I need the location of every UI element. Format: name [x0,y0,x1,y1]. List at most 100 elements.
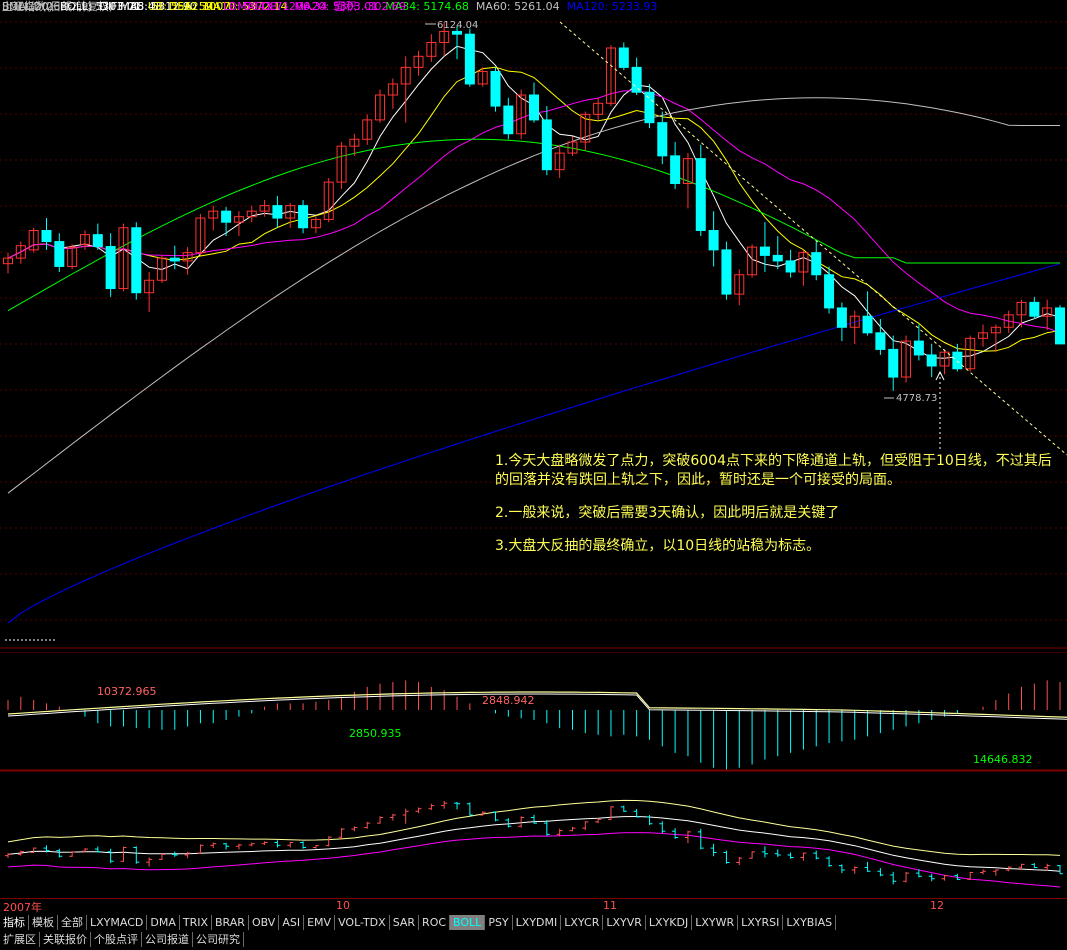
candle-up [285,205,296,219]
candle-up [413,55,424,68]
boll-header-item-3: LB: 5043.71 [223,0,290,13]
tab-lxycr[interactable]: LXYCR [561,915,604,930]
macd-chart[interactable] [0,652,1067,772]
candle-up [1042,307,1053,317]
tab-sar[interactable]: SAR [389,915,420,930]
analysis-annotation: 1.今天大盘略微发了点力，突破6004点下来的下降通道上轨，但受阻于10日线，不… [495,452,1055,570]
time-label-oct: 10 [336,899,350,912]
candle-up [362,119,373,140]
tab-psy[interactable]: PSY [485,915,513,930]
candle-up [734,274,745,295]
macd-dea-line [7,693,1067,720]
candle-down [92,234,103,248]
tab-asi[interactable]: ASI [279,915,305,930]
tab-lxybias[interactable]: LXYBIAS [783,915,837,930]
candle-down [221,210,232,223]
tab-lxymacd[interactable]: LXYMACD [87,915,148,930]
candlestick-chart[interactable] [0,0,1067,650]
ma60-line [7,97,1060,494]
candle-up [554,152,565,171]
candle-up [182,252,193,262]
ma34-line [7,138,1060,312]
candle-down [1055,307,1065,345]
candle-up [990,326,1001,334]
candle-up [246,210,257,218]
high-price-label: 6124.04 [437,20,479,31]
extension-tabs: 扩展区 关联报价 个股点评 公司报道 公司研究 [0,932,244,948]
candle-up [310,218,321,229]
tab-boll[interactable]: BOLL [450,915,486,930]
candle-down [875,332,886,350]
tab2-公司报道[interactable]: 公司报道 [142,932,193,947]
tab-dma[interactable]: DMA [147,915,180,930]
tab2-扩展区[interactable]: 扩展区 [0,932,40,947]
macd-label-b: 2848.942 [482,694,535,707]
boll-chart[interactable] [0,770,1067,898]
boll-header-item-2: UB: 5562.30 [147,0,217,13]
macd-header-item-1: DIFF: 38.43 [99,0,162,13]
ma20-line [7,90,1061,334]
candle-up [375,94,386,121]
candle-down [670,155,681,184]
tab-brar[interactable]: BRAR [212,915,249,930]
candle-up [580,113,591,143]
macd-diff-line [7,691,1067,718]
tab-vol-tdx[interactable]: VOL-TDX [335,915,390,930]
tab-全部[interactable]: 全部 [58,915,87,930]
candle-down [785,260,796,273]
candle-up [426,41,437,57]
candle-up [79,234,90,245]
candle-up [516,94,527,135]
tab-obv[interactable]: OBV [248,915,280,930]
tab-roc[interactable]: ROC [419,915,451,930]
candle-up [593,102,604,115]
annotation-point-3: 3.大盘大反抽的最终确立，以10日线的站稳为标志。 [495,538,821,554]
macd-label-d: 14646.832 [973,753,1033,766]
tab-lxyvr[interactable]: LXYVR [603,915,646,930]
candle-up [567,141,578,154]
candle-down [1029,301,1040,317]
candle-down [105,246,116,290]
macd-label-c: 2850.935 [349,727,402,740]
tab-lxydmi[interactable]: LXYDMI [512,915,562,930]
candle-down [772,254,783,262]
ma120-line [7,263,1061,624]
tab2-关联报价[interactable]: 关联报价 [40,932,91,947]
tab-指标[interactable]: 指标 [0,915,29,930]
tab-lxykdj[interactable]: LXYKDJ [645,915,693,930]
macd-header-item-3: MACDB: -206.34 [237,0,328,13]
candle-up [682,158,693,184]
boll-header-item-0: BOLL(20) [2,0,53,13]
candle-down [131,227,142,294]
low-price-label: 4778.73 [896,393,938,404]
candle-up [349,138,360,147]
tab-lxyrsi[interactable]: LXYRSI [738,915,784,930]
candle-up [15,245,26,259]
tab-trix[interactable]: TRIX [179,915,213,930]
main-header-item-4: MA34: 5174.68 [385,0,469,13]
candle-down [657,122,668,157]
main-chart-header: 上证指数(日线,前复权) MA5: 5312.90 MA10: 5372.14 MA2… [2,0,664,14]
tab-emv[interactable]: EMV [304,915,336,930]
candle-up [798,252,809,273]
candle-down [695,158,706,232]
tab2-公司研究[interactable]: 公司研究 [193,932,244,947]
boll-header: BOLL(20) BOLL: 5303.01 UB: 5562.30 LB: 5043… [2,0,297,14]
candle-up [3,257,13,265]
candle-down [529,94,539,121]
breakout-arrow [935,370,945,381]
tab2-个股点评[interactable]: 个股点评 [91,932,142,947]
candle-down [169,257,180,262]
candle-up [323,181,334,220]
candle-up [208,210,219,219]
candle-down [721,249,732,295]
candle-down [824,274,835,309]
tab-模板[interactable]: 模板 [29,915,58,930]
candle-down [644,91,655,124]
time-label-year: 2007年 [3,901,42,914]
tab-lxywr[interactable]: LXYWR [692,915,739,930]
candle-up [67,246,78,267]
candle-up [195,217,206,254]
boll-lower-band [7,832,1061,888]
candle-down [54,241,65,267]
